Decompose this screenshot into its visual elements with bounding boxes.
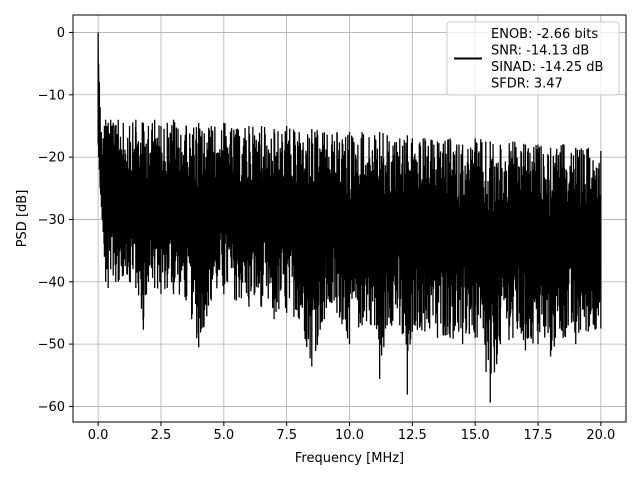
x-tick-label: 20.0: [586, 428, 615, 443]
x-tick-label: 5.0: [213, 428, 234, 443]
y-tick-label: 0: [57, 26, 65, 41]
x-tick-label: 17.5: [524, 428, 553, 443]
y-tick-label: −60: [38, 400, 65, 415]
psd-series-line: [97, 32, 602, 403]
x-tick-label: 12.5: [398, 428, 427, 443]
legend-box: [446, 21, 620, 96]
y-tick-label: −30: [38, 213, 65, 228]
y-axis-label: PSD [dB]: [15, 190, 30, 248]
x-tick-label: 2.5: [151, 428, 172, 443]
legend-sfdr: SFDR: 3.47: [491, 77, 563, 92]
x-axis-ticks: 0.0 2.5 5.0 7.5 10.0 12.5 15.0 17.5 20.0: [88, 422, 615, 443]
y-tick-label: −40: [38, 275, 65, 290]
x-tick-label: 7.5: [276, 428, 297, 443]
legend-enob: ENOB: -2.66 bits: [491, 27, 598, 42]
legend: ENOB: -2.66 bits SNR: -14.13 dB SINAD: -…: [446, 21, 620, 96]
x-axis-label: Frequency [MHz]: [295, 451, 404, 466]
y-axis-ticks: 0 −10 −20 −30 −40 −50 −60: [38, 26, 73, 415]
y-tick-label: −10: [38, 88, 65, 103]
plot-area: [97, 32, 602, 403]
y-tick-label: −20: [38, 151, 65, 166]
legend-snr: SNR: -14.13 dB: [491, 44, 589, 59]
y-tick-label: −50: [38, 338, 65, 353]
x-tick-label: 15.0: [461, 428, 490, 443]
legend-sinad: SINAD: -14.25 dB: [491, 60, 603, 75]
x-tick-label: 0.0: [88, 428, 109, 443]
x-tick-label: 10.0: [335, 428, 364, 443]
